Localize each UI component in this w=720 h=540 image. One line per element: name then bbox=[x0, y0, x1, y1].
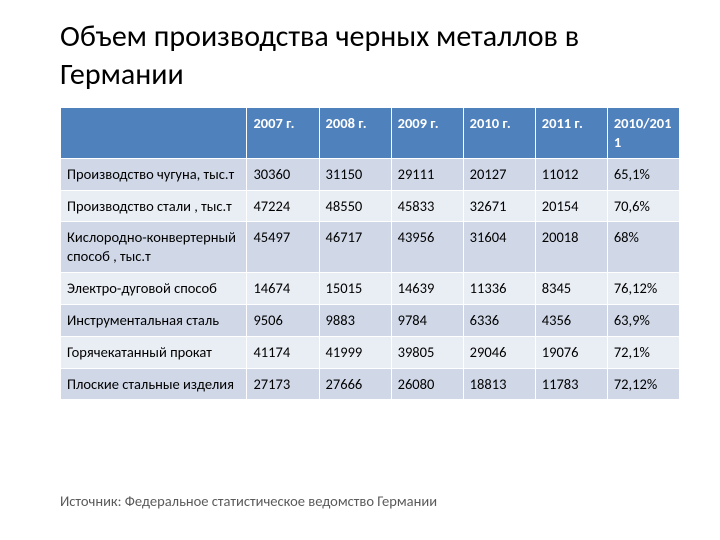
table-row: Инструментальная сталь 9506 9883 9784 63… bbox=[61, 304, 680, 336]
cell: 47224 bbox=[247, 190, 319, 222]
cell: 8345 bbox=[535, 273, 607, 305]
cell: 45497 bbox=[247, 222, 319, 273]
source-citation: Источник: Федеральное статистическое вед… bbox=[60, 492, 437, 510]
table-row: Электро-дуговой способ 14674 15015 14639… bbox=[61, 273, 680, 305]
cell: 11336 bbox=[463, 273, 535, 305]
cell: 72,1% bbox=[607, 336, 679, 368]
cell: 9784 bbox=[391, 304, 463, 336]
cell: 46717 bbox=[319, 222, 391, 273]
cell: 20127 bbox=[463, 158, 535, 190]
cell: 9883 bbox=[319, 304, 391, 336]
cell: 30360 bbox=[247, 158, 319, 190]
cell: 31604 bbox=[463, 222, 535, 273]
cell: 41174 bbox=[247, 336, 319, 368]
table-row: Кислородно-конвертерный способ , тыс.т 4… bbox=[61, 222, 680, 273]
table-row: Производство чугуна, тыс.т 30360 31150 2… bbox=[61, 158, 680, 190]
cell: 65,1% bbox=[607, 158, 679, 190]
col-header-2009: 2009 г. bbox=[391, 108, 463, 159]
row-label: Горячекатанный прокат bbox=[61, 336, 247, 368]
cell: 18813 bbox=[463, 368, 535, 400]
cell: 15015 bbox=[319, 273, 391, 305]
cell: 32671 bbox=[463, 190, 535, 222]
cell: 45833 bbox=[391, 190, 463, 222]
cell: 27173 bbox=[247, 368, 319, 400]
cell: 41999 bbox=[319, 336, 391, 368]
cell: 11783 bbox=[535, 368, 607, 400]
table-row: Горячекатанный прокат 41174 41999 39805 … bbox=[61, 336, 680, 368]
cell: 43956 bbox=[391, 222, 463, 273]
col-header-2008: 2008 г. bbox=[319, 108, 391, 159]
col-header-2010: 2010 г. bbox=[463, 108, 535, 159]
row-label: Электро-дуговой способ bbox=[61, 273, 247, 305]
cell: 31150 bbox=[319, 158, 391, 190]
cell: 72,12% bbox=[607, 368, 679, 400]
cell: 29111 bbox=[391, 158, 463, 190]
cell: 68% bbox=[607, 222, 679, 273]
production-table: 2007 г. 2008 г. 2009 г. 2010 г. 2011 г. … bbox=[60, 107, 680, 400]
cell: 14674 bbox=[247, 273, 319, 305]
cell: 26080 bbox=[391, 368, 463, 400]
cell: 70,6% bbox=[607, 190, 679, 222]
row-label: Кислородно-конвертерный способ , тыс.т bbox=[61, 222, 247, 273]
table-row: Плоские стальные изделия 27173 27666 260… bbox=[61, 368, 680, 400]
table-header-row: 2007 г. 2008 г. 2009 г. 2010 г. 2011 г. … bbox=[61, 108, 680, 159]
col-header-2011: 2011 г. bbox=[535, 108, 607, 159]
slide-title: Объем производства черных металлов в Гер… bbox=[60, 18, 680, 93]
table-row: Производство стали , тыс.т 47224 48550 4… bbox=[61, 190, 680, 222]
table-body: Производство чугуна, тыс.т 30360 31150 2… bbox=[61, 158, 680, 400]
cell: 14639 bbox=[391, 273, 463, 305]
row-label: Инструментальная сталь bbox=[61, 304, 247, 336]
col-header-2007: 2007 г. bbox=[247, 108, 319, 159]
cell: 76,12% bbox=[607, 273, 679, 305]
cell: 27666 bbox=[319, 368, 391, 400]
row-label: Производство стали , тыс.т bbox=[61, 190, 247, 222]
cell: 63,9% bbox=[607, 304, 679, 336]
cell: 29046 bbox=[463, 336, 535, 368]
cell: 11012 bbox=[535, 158, 607, 190]
cell: 20018 bbox=[535, 222, 607, 273]
col-header-blank bbox=[61, 108, 247, 159]
cell: 4356 bbox=[535, 304, 607, 336]
cell: 20154 bbox=[535, 190, 607, 222]
cell: 39805 bbox=[391, 336, 463, 368]
cell: 48550 bbox=[319, 190, 391, 222]
cell: 6336 bbox=[463, 304, 535, 336]
col-header-ratio: 2010/2011 bbox=[607, 108, 679, 159]
cell: 19076 bbox=[535, 336, 607, 368]
row-label: Производство чугуна, тыс.т bbox=[61, 158, 247, 190]
cell: 9506 bbox=[247, 304, 319, 336]
slide-container: Объем производства черных металлов в Гер… bbox=[0, 0, 720, 410]
row-label: Плоские стальные изделия bbox=[61, 368, 247, 400]
